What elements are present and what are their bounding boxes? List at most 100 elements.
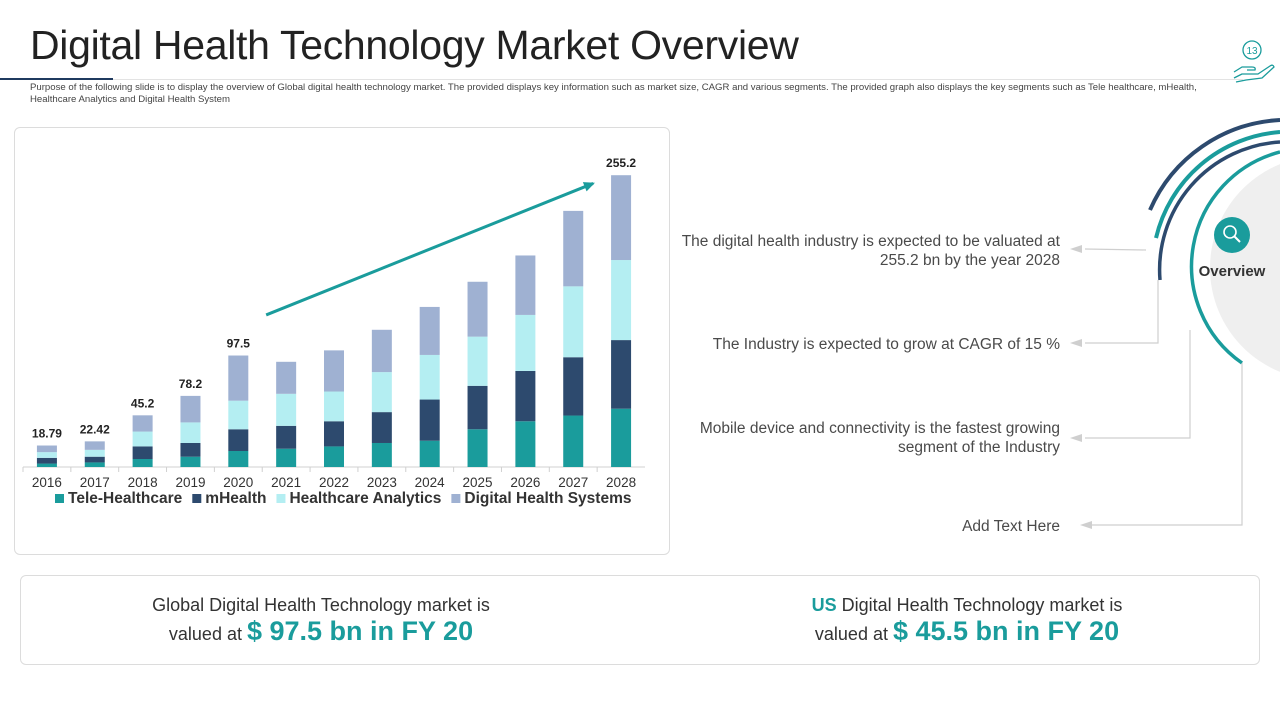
global-market-stat: Global Digital Health Technology market … [61, 576, 581, 649]
global-stat-prefix: valued at [168, 624, 242, 644]
legend-swatch-mhealth [192, 494, 202, 503]
x-tick-label: 2027 [558, 475, 588, 490]
bar-segment-healthcare-analytics-2024 [419, 354, 440, 400]
bar-segment-mhealth-2024 [419, 399, 440, 441]
bar-segment-healthcare-analytics-2028 [611, 260, 632, 341]
bar-segment-mhealth-2021 [276, 425, 297, 449]
bar-segment-healthcare-analytics-2017 [84, 449, 105, 457]
x-tick-label: 2023 [367, 475, 397, 490]
x-tick-label: 2024 [415, 475, 446, 490]
bar-segment-mhealth-2025 [467, 385, 488, 430]
data-label-2018: 45.2 [131, 396, 155, 410]
stats-card: Global Digital Health Technology market … [20, 575, 1260, 665]
bar-segment-tele-healthcare-2019 [180, 456, 201, 467]
overview-note-2: The Industry is expected to grow at CAGR… [712, 336, 1060, 353]
legend-label-mhealth: mHealth [205, 490, 266, 507]
x-tick-label: 2026 [510, 475, 540, 490]
bar-segment-digital-health-systems-2022 [324, 350, 344, 392]
legend-label-healthcare-analytics: Healthcare Analytics [289, 490, 441, 507]
bar-segment-tele-healthcare-2022 [324, 446, 344, 467]
legend-swatch-tele-healthcare [55, 494, 64, 503]
bar-segment-mhealth-2017 [84, 456, 105, 463]
data-label-2028: 255.2 [606, 156, 636, 170]
legend-swatch-digital-health-systems [451, 494, 461, 503]
bar-segment-digital-health-systems-2023 [371, 329, 392, 373]
bar-segment-tele-healthcare-2018 [132, 458, 153, 467]
bar-segment-mhealth-2019 [180, 442, 201, 457]
legend-label-tele-healthcare: Tele-Healthcare [68, 490, 183, 507]
bar-segment-mhealth-2028 [611, 340, 632, 409]
data-label-2019: 78.2 [179, 377, 203, 391]
global-stat-line1: Global Digital Health Technology market … [152, 595, 490, 615]
global-market-value: $ 97.5 bn in FY 20 [246, 616, 474, 646]
legend-swatch-healthcare-analytics [276, 494, 286, 503]
x-tick-label: 2021 [271, 475, 301, 490]
bar-segment-mhealth-2016 [36, 457, 57, 464]
overview-note-1: The digital health industry is expected … [681, 233, 1060, 269]
bar-segment-tele-healthcare-2025 [467, 429, 488, 467]
bar-segment-mhealth-2020 [228, 429, 249, 451]
bar-segment-digital-health-systems-2019 [180, 395, 201, 423]
x-tick-label: 2022 [319, 475, 349, 490]
bar-segment-tele-healthcare-2017 [84, 462, 105, 467]
page-subtitle: Purpose of the following slide is to dis… [30, 82, 1197, 105]
x-tick-label: 2028 [606, 475, 636, 490]
bar-segment-healthcare-analytics-2019 [180, 422, 201, 443]
bar-segment-digital-health-systems-2017 [84, 441, 105, 450]
x-tick-label: 2017 [80, 475, 110, 490]
x-tick-label: 2020 [223, 475, 253, 490]
us-stat-prefix: valued at [814, 624, 888, 644]
bar-segment-digital-health-systems-2018 [132, 415, 153, 432]
us-stat-line1: Digital Health Technology market is [841, 595, 1123, 615]
bar-segment-digital-health-systems-2025 [467, 281, 488, 337]
bar-segment-digital-health-systems-2021 [276, 361, 297, 394]
bar-segment-mhealth-2018 [132, 446, 153, 459]
bar-segment-tele-healthcare-2028 [611, 408, 632, 467]
page-number: 13 [1246, 46, 1258, 57]
data-label-2020: 97.5 [227, 337, 251, 351]
overview-note-4: Add Text Here [962, 518, 1060, 535]
bar-segment-healthcare-analytics-2016 [36, 452, 57, 458]
data-label-2016: 18.79 [32, 427, 62, 441]
title-divider [113, 79, 1243, 80]
bar-segment-digital-health-systems-2024 [419, 306, 440, 355]
title-accent-rule [0, 78, 113, 80]
bar-segment-healthcare-analytics-2022 [324, 391, 344, 422]
bar-segment-tele-healthcare-2023 [371, 442, 392, 467]
bar-segment-tele-healthcare-2027 [563, 415, 584, 467]
bar-segment-healthcare-analytics-2020 [228, 400, 249, 430]
x-tick-label: 2025 [463, 475, 493, 490]
bar-segment-healthcare-analytics-2027 [563, 286, 584, 358]
chart-card: 2016 18.79 2017 22.42 2018 45.2 2019 78.2 2020 97… [14, 127, 670, 555]
trend-arrow-head [582, 182, 595, 192]
bar-segment-digital-health-systems-2028 [611, 175, 632, 261]
bar-segment-digital-health-systems-2016 [36, 445, 57, 453]
x-tick-label: 2019 [175, 475, 205, 490]
x-tick-label: 2018 [128, 475, 158, 490]
bar-segment-digital-health-systems-2027 [563, 210, 584, 287]
bar-segment-mhealth-2026 [515, 370, 536, 422]
bar-segment-mhealth-2023 [371, 412, 392, 443]
magnifier-icon [1223, 225, 1241, 243]
bar-segment-tele-healthcare-2020 [228, 450, 249, 467]
overview-label: Overview [1198, 263, 1266, 280]
bar-segment-healthcare-analytics-2026 [515, 314, 536, 371]
us-market-value: $ 45.5 bn in FY 20 [892, 616, 1120, 646]
stacked-bar-chart: 2016 18.79 2017 22.42 2018 45.2 2019 78.2 2020 97… [22, 156, 645, 507]
hand-coin-icon: 13 [1233, 40, 1275, 83]
bar-segment-healthcare-analytics-2023 [371, 372, 392, 413]
trend-arrow-line [265, 182, 594, 317]
bar-segment-digital-health-systems-2020 [228, 355, 249, 401]
bar-segment-healthcare-analytics-2025 [467, 336, 488, 386]
x-tick-label: 2016 [32, 475, 62, 490]
bar-segment-tele-healthcare-2026 [515, 421, 536, 467]
bar-segment-healthcare-analytics-2021 [276, 393, 297, 426]
legend-label-digital-health-systems: Digital Health Systems [464, 490, 631, 507]
bar-segment-healthcare-analytics-2018 [132, 431, 153, 447]
bar-segment-digital-health-systems-2026 [515, 255, 536, 315]
bar-segment-tele-healthcare-2016 [36, 463, 57, 467]
overview-note-3: Mobile device and connectivity is the fa… [699, 420, 1060, 456]
us-market-stat: US Digital Health Technology market is v… [707, 576, 1227, 649]
bar-segment-tele-healthcare-2024 [419, 440, 440, 467]
overview-decoration [1070, 118, 1280, 529]
